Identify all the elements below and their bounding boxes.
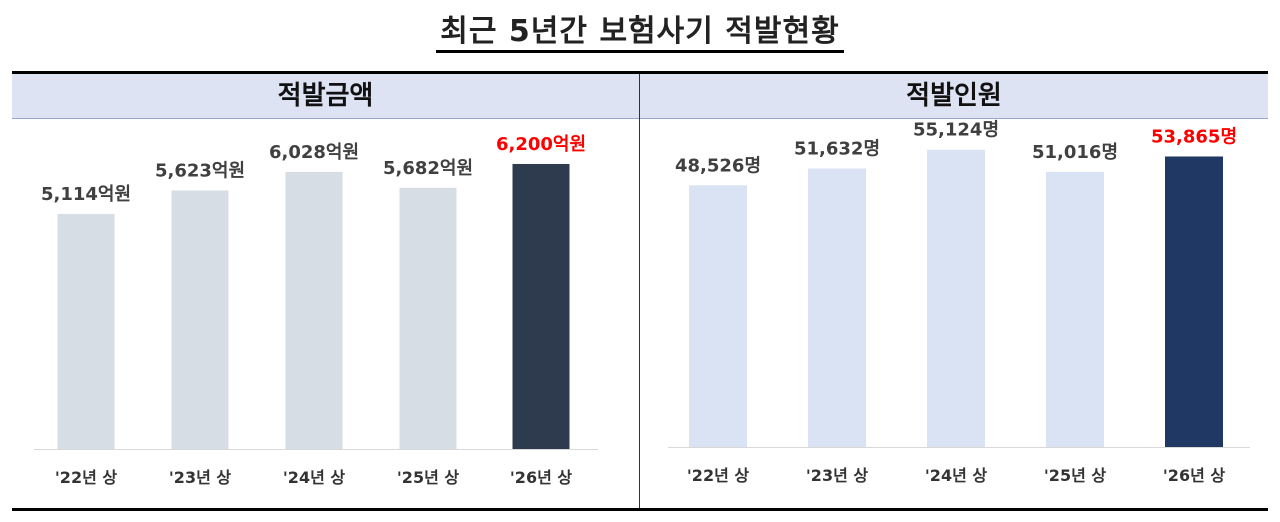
right-category-label-2: '24년 상 <box>925 466 987 485</box>
left-bar-3 <box>399 187 457 449</box>
left-bar-1 <box>171 190 229 449</box>
right-bar-4 <box>1165 156 1223 447</box>
right-category-label-1: '23년 상 <box>806 466 868 485</box>
left-bar-0 <box>57 213 115 449</box>
left-category-label-2: '24년 상 <box>283 468 345 487</box>
chart-frame: 적발금액 적발인원 <box>12 71 1268 511</box>
right-bar-0 <box>689 185 747 447</box>
right-data-label-0: 48,526명 <box>675 155 761 176</box>
page-title: 최근 5년간 보험사기 적발현황 <box>0 6 1280 53</box>
right-category-label-0: '22년 상 <box>687 466 749 485</box>
left-bar-4 <box>512 163 570 449</box>
right-bar-3 <box>1046 171 1104 447</box>
right-category-label-4: '26년 상 <box>1163 466 1225 485</box>
right-data-label-2: 55,124명 <box>913 120 999 141</box>
right-panel-title: 적발인원 <box>640 74 1268 119</box>
right-category-label-3: '25년 상 <box>1044 466 1106 485</box>
left-bar-2 <box>285 171 343 449</box>
right-data-label-4: 53,865명 <box>1151 126 1237 147</box>
right-data-label-1: 51,632명 <box>794 139 880 160</box>
left-data-label-1: 5,623억원 <box>155 160 245 181</box>
left-data-label-3: 5,682억원 <box>383 158 473 179</box>
left-data-label-0: 5,114억원 <box>41 184 131 205</box>
left-category-label-3: '25년 상 <box>397 468 459 487</box>
top-rule <box>12 71 1268 74</box>
left-category-label-0: '22년 상 <box>55 468 117 487</box>
right-data-label-3: 51,016명 <box>1032 142 1118 163</box>
right-bar-2 <box>927 149 985 447</box>
left-category-label-4: '26년 상 <box>510 468 572 487</box>
left-data-label-2: 6,028억원 <box>269 142 359 163</box>
right-bar-1 <box>808 168 866 448</box>
left-data-label-4: 6,200억원 <box>496 134 586 155</box>
left-category-label-1: '23년 상 <box>169 468 231 487</box>
bottom-rule <box>12 508 1268 511</box>
page-title-text: 최근 5년간 보험사기 적발현황 <box>436 14 844 53</box>
panel-divider <box>639 74 640 508</box>
left-panel-title: 적발금액 <box>12 74 639 119</box>
